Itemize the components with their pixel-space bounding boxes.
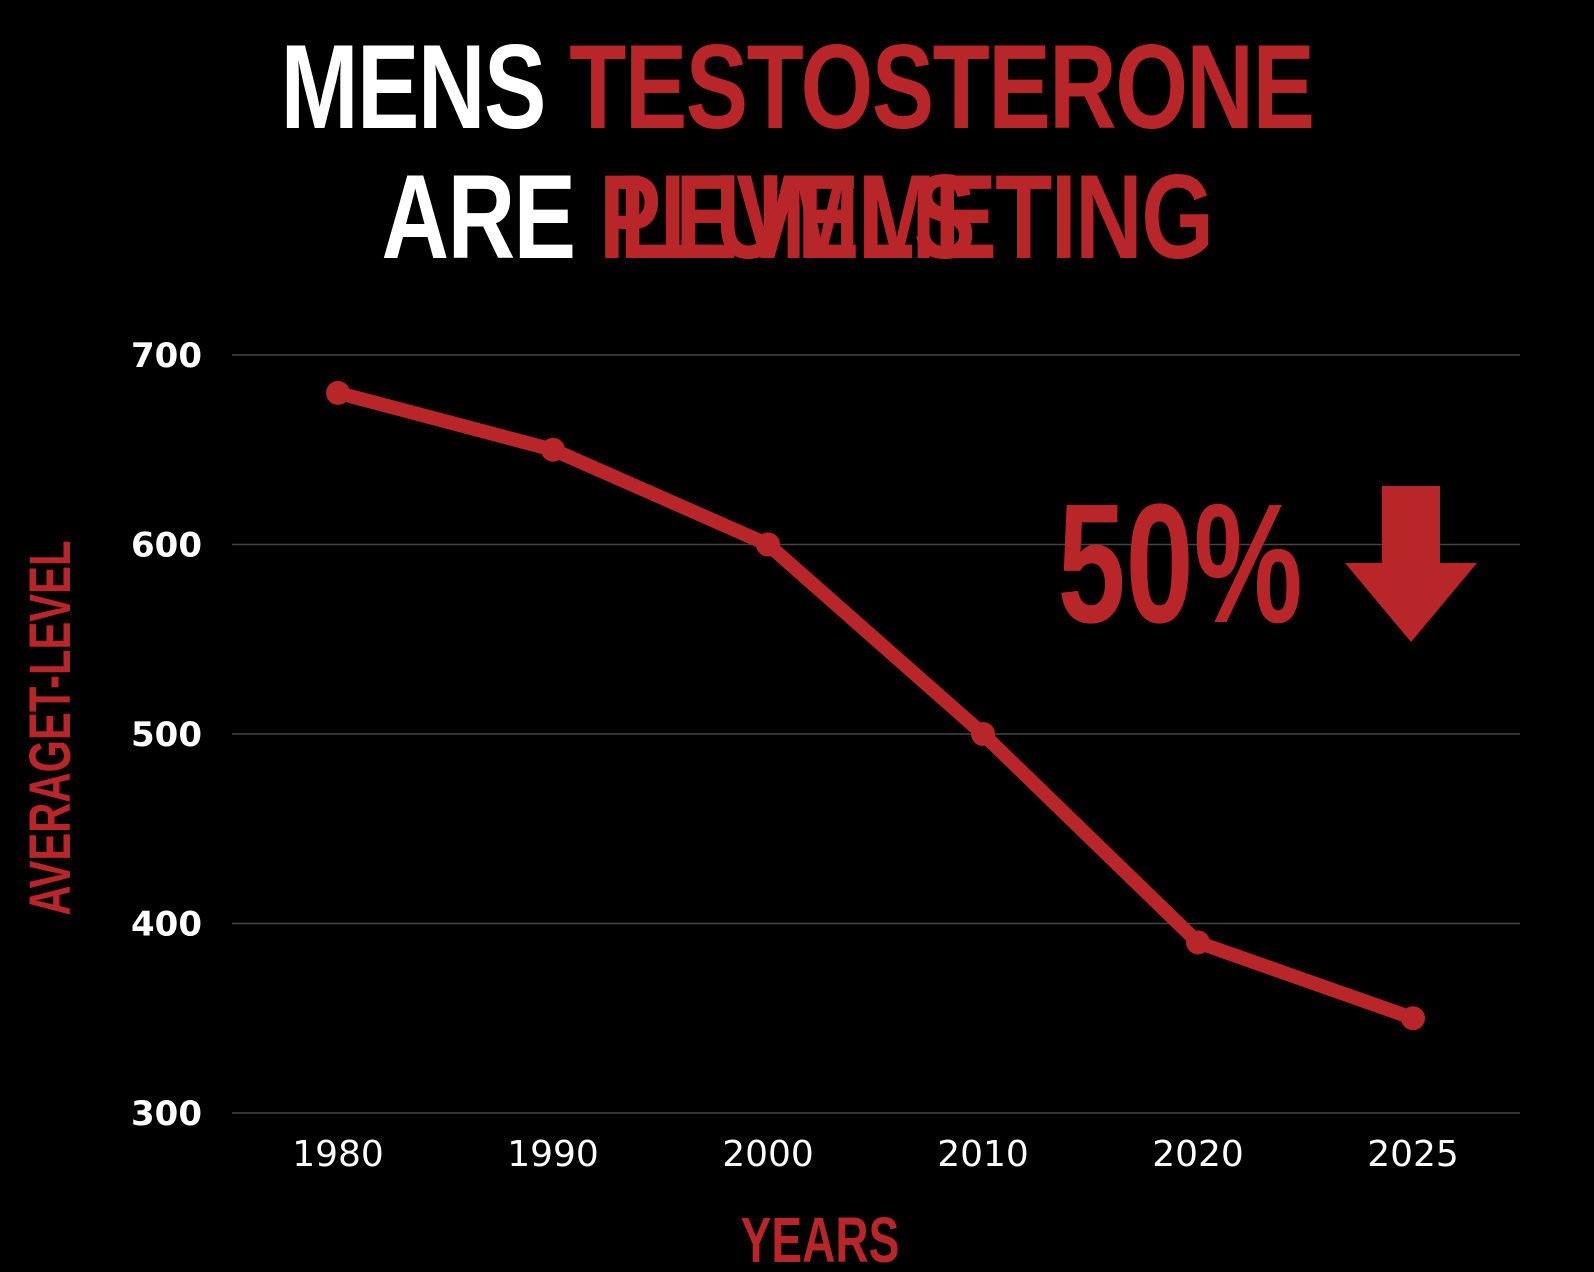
data-point-1980	[326, 380, 350, 405]
x-tick-label-1980: 1980	[292, 1134, 384, 1175]
title-word-are: ARE	[381, 150, 577, 284]
x-tick-label-2010: 2010	[937, 1134, 1029, 1175]
y-tick-label-400: 400	[131, 905, 202, 945]
data-point-2025	[1401, 1006, 1425, 1031]
title-word-testosterone-levels: TESTOSTERONE LEVELS	[569, 20, 1315, 284]
y-axis-label: AVERAGET-LEVEL	[17, 541, 82, 916]
x-tick-label-1990: 1990	[507, 1134, 599, 1175]
decline-percent-callout: 50%	[1058, 469, 1303, 658]
data-point-2020	[1186, 930, 1210, 955]
down-arrow-icon	[1345, 486, 1477, 642]
x-tick-label-2020: 2020	[1152, 1134, 1244, 1175]
title-word-plummeting: PLUMMETING	[598, 150, 1214, 284]
chart-title-line-1: MENS TESTOSTERONE LEVELS	[175, 22, 1418, 282]
x-axis-ticks: 1980 1990 2000 2010 2020 2025	[292, 1134, 1459, 1175]
grid-lines	[232, 354, 1520, 1114]
y-axis-ticks: 300 400 500 600 700	[131, 336, 202, 1134]
y-tick-label-600: 600	[131, 526, 202, 566]
y-tick-label-500: 500	[131, 715, 202, 755]
y-tick-label-700: 700	[131, 336, 202, 376]
series-line-path	[331, 385, 1420, 1026]
data-point-1990	[541, 437, 565, 462]
title-word-mens: MENS	[280, 20, 547, 154]
series-line	[331, 385, 1420, 1026]
y-tick-label-300: 300	[131, 1094, 202, 1134]
x-tick-label-2000: 2000	[722, 1134, 814, 1175]
x-tick-label-2025: 2025	[1367, 1134, 1459, 1175]
series-points	[326, 380, 1425, 1031]
data-point-2000	[756, 532, 780, 557]
data-point-2010	[971, 722, 995, 746]
chart-title-line-2: ARE PLUMMETING	[175, 152, 1418, 282]
x-axis-label: YEARS	[741, 1205, 900, 1272]
